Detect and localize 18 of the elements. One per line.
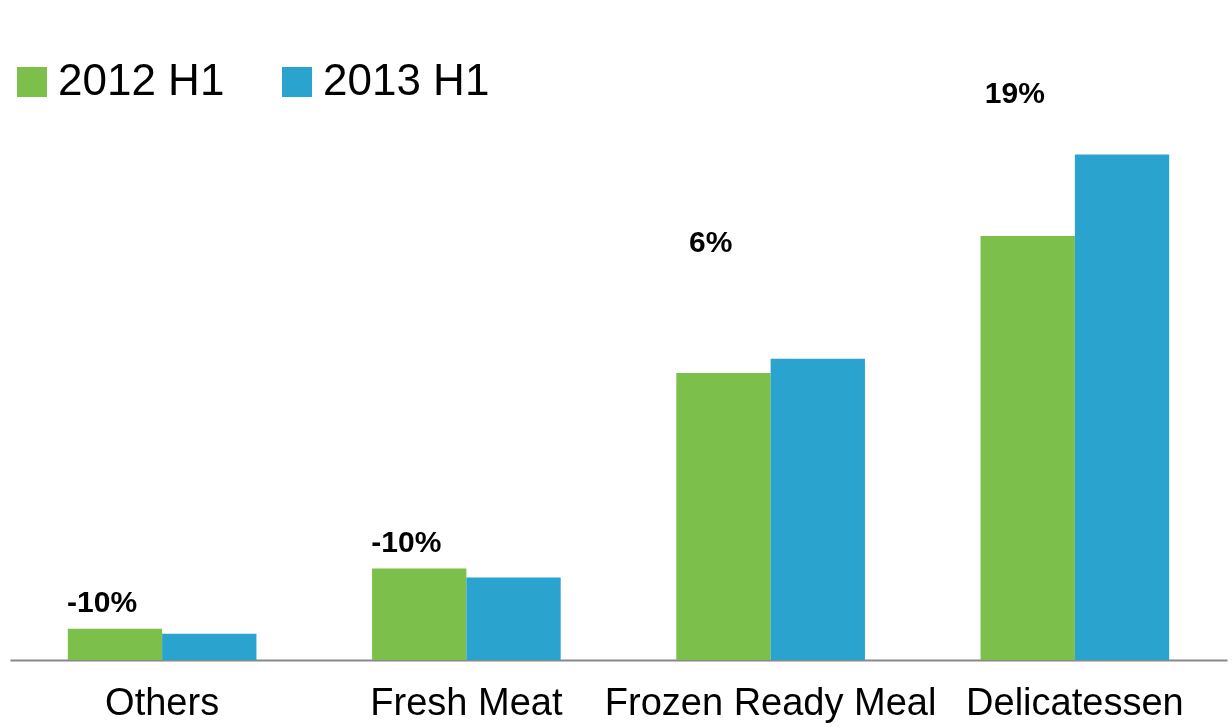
bar: [770, 358, 865, 660]
text: 19%: [984, 75, 1045, 109]
x-tick-label: Delicatessen: [966, 680, 1184, 723]
annotation: 6%: [688, 224, 733, 258]
x-tick-label: Others: [105, 680, 220, 723]
bar: [1074, 154, 1170, 660]
bar: [466, 577, 561, 660]
bar: [980, 235, 1075, 660]
x-tick-label: Frozen Ready Meal: [604, 680, 937, 723]
x-tick-label: Fresh Meat: [370, 680, 563, 723]
annotation: -10%: [67, 585, 138, 619]
legend-label: 2013 H1: [323, 55, 490, 104]
legend-label: 2012 H1: [58, 55, 225, 104]
bar: [162, 633, 257, 660]
bar: [676, 372, 771, 660]
annotation: -10%: [371, 525, 442, 559]
bar: [67, 628, 163, 660]
bar: [372, 568, 467, 660]
